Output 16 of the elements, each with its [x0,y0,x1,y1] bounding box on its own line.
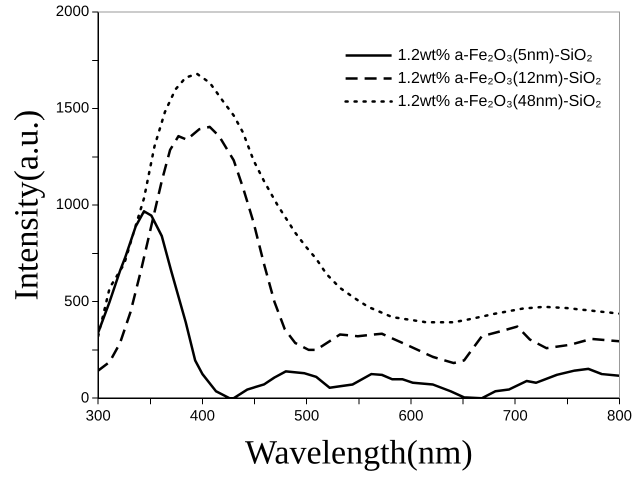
x-tick-label: 400 [190,407,215,424]
x-tick-label: 600 [398,407,424,424]
legend-label: 1.2wt% a-Fe₂O₃(12nm)-SiO₂ [398,70,602,87]
y-tick-label: 500 [64,292,90,310]
x-tick-label: 300 [86,407,111,424]
y-tick-label: 1500 [56,100,90,117]
legend-label: 1.2wt% a-Fe₂O₃(48nm)-SiO₂ [398,92,602,110]
x-axis-title: Wavelength(nm) [245,434,473,472]
y-tick-label: 0 [80,389,90,406]
legend-label: 1.2wt% a-Fe₂O₃(5nm)-SiO₂ [398,46,593,64]
y-tick-label: 1000 [56,196,90,214]
x-tick-label: 500 [294,407,320,424]
x-tick-label: 700 [502,407,528,424]
y-axis-title: Intensity(a.u.) [8,110,46,300]
x-tick-label: 800 [606,407,632,424]
y-tick-label: 2000 [56,3,90,20]
